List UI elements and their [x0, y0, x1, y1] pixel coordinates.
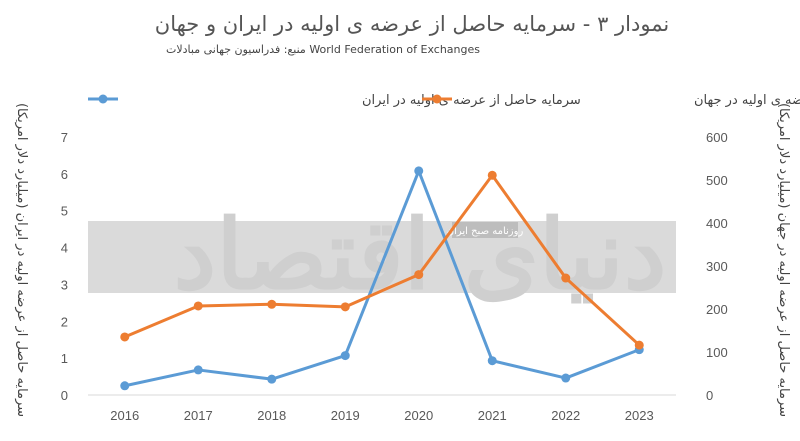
right-axis-ticks: 0 100 200 300 400 500 600 [706, 130, 728, 403]
left-axis-ticks: 0 1 2 3 4 5 6 7 [61, 130, 68, 403]
series-layer [120, 166, 644, 391]
data-point-iran [340, 351, 350, 361]
data-point-world [267, 299, 277, 309]
left-tick-label: 4 [61, 241, 68, 256]
data-point-world [634, 340, 644, 350]
data-point-iran [414, 166, 424, 176]
x-tick-label: 2016 [110, 408, 139, 423]
left-tick-label: 0 [61, 388, 68, 403]
data-point-world [340, 302, 350, 312]
right-tick-label: 600 [706, 130, 728, 145]
data-point-iran [120, 381, 130, 391]
legend-marker-world [432, 94, 442, 104]
left-tick-label: 7 [61, 130, 68, 145]
data-point-iran [561, 373, 571, 383]
chart-title: نمودار ۳ - سرمایه حاصل از عرضه ی اولیه د… [155, 12, 669, 36]
data-point-world [193, 301, 203, 311]
data-point-world [120, 332, 130, 342]
x-tick-label: 2017 [184, 408, 213, 423]
data-point-iran [267, 374, 277, 384]
legend-label-world: سرمایه حاصل از عرضه ی اولیه در جهان [694, 93, 800, 108]
x-tick-label: 2022 [551, 408, 580, 423]
right-tick-label: 300 [706, 259, 728, 274]
watermark-logo: دنیای اقتصاد [173, 198, 666, 311]
series-line-iran [124, 169, 640, 388]
right-tick-label: 100 [706, 345, 728, 360]
left-tick-label: 2 [61, 314, 68, 329]
data-point-iran [193, 365, 203, 375]
data-point-world [561, 273, 571, 283]
x-tick-label: 2018 [257, 408, 286, 423]
series-line-world [124, 173, 641, 347]
right-tick-label: 200 [706, 302, 728, 317]
legend-label-iran: سرمایه حاصل از عرضه ی اولیه در ایران [362, 93, 581, 108]
data-point-iran [487, 356, 497, 366]
right-tick-label: 500 [706, 173, 728, 188]
x-tick-label: 2020 [404, 408, 433, 423]
right-tick-label: 400 [706, 216, 728, 231]
watermark: دنیای اقتصاد روزنامه صبح ایران [88, 198, 676, 311]
right-tick-label: 0 [706, 388, 713, 403]
watermark-tagline: روزنامه صبح ایران [447, 226, 524, 237]
right-axis-label: سرمایه حاصل از عرضه اولیه در جهان (میلیا… [776, 103, 791, 417]
left-tick-label: 5 [61, 204, 68, 219]
data-point-world [414, 270, 424, 280]
x-tick-label: 2023 [625, 408, 654, 423]
left-axis-label: سرمایه حاصل از عرضه اولیه در ایران (میلی… [14, 103, 29, 417]
x-axis-ticks: 2016 2017 2018 2019 2020 2021 2022 2023 [110, 408, 653, 423]
legend: سرمایه حاصل از عرضه ی اولیه در ایران سرم… [88, 93, 800, 108]
legend-marker-iran [98, 94, 108, 104]
watermark-tag-box [452, 222, 518, 238]
left-tick-label: 6 [61, 167, 68, 182]
watermark-band [88, 221, 676, 293]
chart-subtitle: منبع: فدراسیون جهانی مبادلات World Feder… [166, 43, 480, 56]
x-tick-label: 2019 [331, 408, 360, 423]
data-point-world [487, 170, 497, 180]
left-tick-label: 1 [61, 351, 68, 366]
x-tick-label: 2021 [478, 408, 507, 423]
left-tick-label: 3 [61, 277, 68, 292]
